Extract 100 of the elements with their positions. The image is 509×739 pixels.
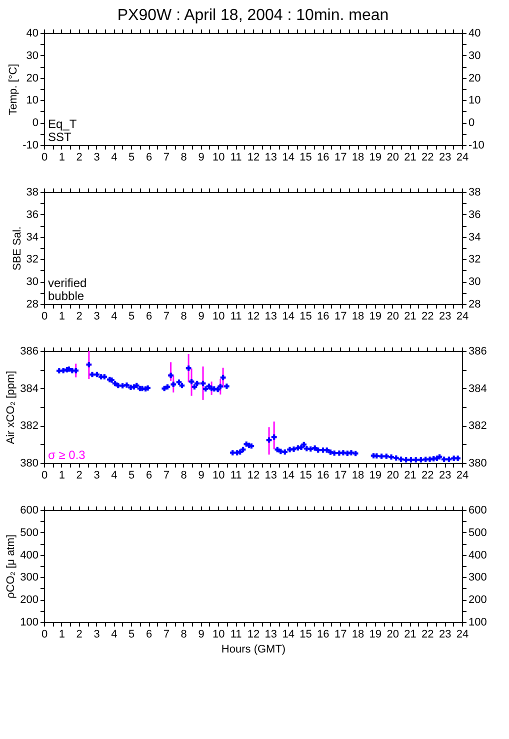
annotation: verified (48, 276, 87, 290)
x-tick-label: 8 (180, 310, 187, 322)
y-tick-label: 36 (26, 208, 38, 221)
x-tick-label: 15 (300, 628, 312, 640)
y-tick-label: 30 (26, 50, 38, 62)
y-tick-label: 380 (20, 458, 38, 470)
y-tick-label: 34 (26, 231, 38, 244)
y2-tick-label: -10 (468, 140, 484, 152)
x-tick-label: 2 (76, 628, 82, 640)
x-tick-label: 18 (352, 628, 364, 640)
y-tick-label: 0 (32, 117, 38, 130)
x-tick-label: 5 (128, 310, 135, 322)
y2-tick-label: 384 (468, 382, 487, 395)
x-tick-label: 17 (334, 628, 347, 640)
x-tick-label: 4 (111, 628, 118, 640)
y2-tick-label: 10 (468, 94, 481, 107)
x-tick-label: 22 (422, 470, 434, 482)
x-tick-label: 12 (247, 470, 260, 482)
y-tick-label: 40 (26, 28, 38, 40)
y-tick-label: 400 (20, 549, 38, 562)
y2-tick-label: 34 (468, 231, 481, 244)
x-tick-label: 14 (282, 310, 294, 322)
x-tick-label: 18 (352, 310, 364, 322)
y2-tick-label: 40 (468, 28, 481, 40)
x-tick-label: 21 (404, 310, 416, 322)
y2-tick-label: 28 (468, 298, 481, 310)
x-tick-label: 18 (352, 152, 364, 164)
x-tick-label: 16 (317, 310, 330, 322)
y2-tick-label: 36 (468, 208, 481, 221)
annotation: bubble (48, 289, 84, 303)
y2-tick-label: 600 (468, 504, 487, 516)
x-tick-label: 6 (146, 470, 152, 482)
x-tick-label: 14 (282, 152, 294, 164)
x-tick-label: 9 (198, 470, 204, 482)
x-tick-label: 9 (198, 310, 204, 322)
y2-tick-label: 38 (468, 186, 481, 198)
x-tick-label: 19 (369, 628, 382, 640)
x-tick-label: 24 (456, 152, 469, 164)
x-tick-label: 21 (404, 628, 416, 640)
x-tick-label: 23 (438, 628, 452, 640)
x-tick-label: 16 (317, 152, 330, 164)
x-tick-label: 5 (128, 470, 135, 482)
y2-tick-label: 386 (468, 346, 487, 358)
x-tick-label: 16 (317, 470, 330, 482)
y-tick-label: 20 (26, 72, 38, 84)
x-tick-label: 1 (58, 470, 65, 482)
x-tick-label: 2 (76, 310, 82, 322)
annotation: SST (48, 130, 72, 144)
x-tick-label: 24 (456, 470, 469, 482)
x-tick-label: 15 (300, 152, 312, 164)
x-tick-label: 22 (422, 152, 434, 164)
y2-tick-label: 300 (468, 572, 487, 584)
x-tick-label: 15 (300, 470, 312, 482)
x-tick-label: 7 (163, 628, 170, 640)
y-tick-label: 500 (20, 526, 38, 539)
x-tick-label: 23 (438, 470, 452, 482)
y-tick-label: 300 (20, 572, 38, 584)
y-axis-title: SBE Sal. (11, 226, 24, 271)
x-tick-label: 6 (146, 310, 152, 322)
x-tick-label: 23 (438, 152, 452, 164)
y2-tick-label: 30 (468, 50, 481, 62)
y2-tick-label: 400 (468, 549, 487, 562)
x-tick-label: 7 (163, 152, 170, 164)
y-tick-label: 200 (20, 594, 38, 606)
x-tick-label: 13 (264, 470, 278, 482)
x-tick-label: 17 (334, 470, 347, 482)
x-tick-label: 2 (76, 152, 82, 164)
x-tick-label: 20 (386, 628, 399, 640)
x-tick-label: 1 (58, 310, 65, 322)
x-tick-label: 24 (456, 310, 469, 322)
x-tick-label: 11 (230, 470, 242, 482)
text: σ ≥ 0.3 (48, 448, 86, 462)
x-tick-label: 6 (146, 628, 152, 640)
y2-tick-label: 380 (468, 458, 487, 470)
chart-title: PX90W : April 18, 2004 : 10min. mean (117, 7, 389, 24)
x-tick-label: 5 (128, 152, 135, 164)
x-tick-label: 3 (94, 152, 100, 164)
y2-tick-label: 200 (468, 594, 487, 606)
y-tick-label: 38 (26, 186, 38, 198)
x-tick-label: 19 (369, 470, 382, 482)
x-tick-label: 3 (94, 628, 100, 640)
y2-tick-label: 0 (468, 117, 475, 130)
y-tick-label: 100 (20, 616, 38, 628)
y2-tick-label: 100 (468, 616, 487, 628)
y-tick-label: 600 (20, 504, 38, 516)
x-tick-label: 1 (58, 152, 65, 164)
x-tick-label: 12 (247, 152, 260, 164)
x-tick-label: 13 (264, 152, 278, 164)
x-tick-label: 19 (369, 310, 382, 322)
x-tick-label: 13 (264, 628, 278, 640)
x-tick-label: 4 (111, 310, 118, 322)
x-tick-label: 20 (386, 152, 399, 164)
y2-tick-label: 382 (468, 420, 487, 432)
x-tick-label: 12 (247, 628, 260, 640)
x-axis-title: Hours (GMT) (221, 644, 286, 656)
x-tick-label: 16 (317, 628, 330, 640)
y-tick-label: 386 (20, 346, 38, 358)
x-tick-label: 14 (282, 470, 294, 482)
x-tick-label: 17 (334, 310, 347, 322)
y-axis-title: Air xCO₂ [ppm] (5, 370, 18, 444)
